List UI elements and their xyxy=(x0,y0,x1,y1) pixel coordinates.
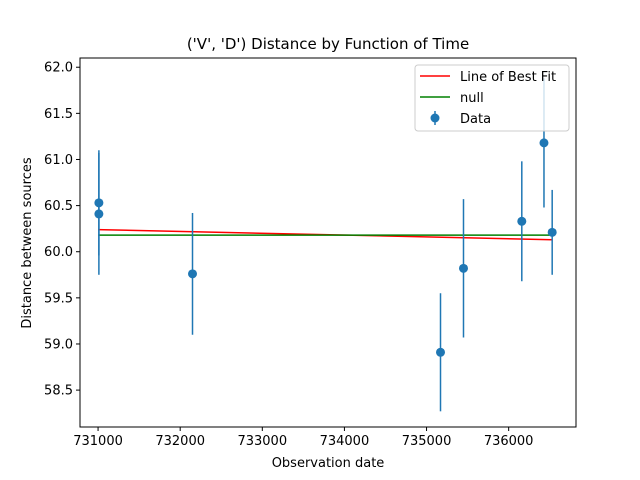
data-point xyxy=(436,347,446,357)
plot-area: 731000 732000 733000 734000 735000 736000 58.5… xyxy=(44,57,577,449)
x-tick-label: 735000 xyxy=(402,434,452,449)
legend-label: null xyxy=(460,91,484,106)
data-point xyxy=(458,263,468,273)
legend-swatch-marker xyxy=(430,113,440,123)
data-point xyxy=(94,209,104,219)
x-tick-label: 733000 xyxy=(237,434,287,449)
y-tick-label: 58.5 xyxy=(44,384,73,399)
y-tick-label: 60.0 xyxy=(44,245,73,260)
data-point xyxy=(517,216,527,226)
x-tick-label: 736000 xyxy=(484,434,534,449)
y-tick-label: 61.0 xyxy=(44,153,73,168)
legend: Line of Best Fit null Data xyxy=(414,64,570,132)
y-axis-label: Distance between sources xyxy=(20,157,35,328)
y-tick-label: 62.0 xyxy=(44,61,73,76)
x-tick-label: 732000 xyxy=(155,434,205,449)
legend-label: Line of Best Fit xyxy=(460,70,556,85)
x-tick-label: 731000 xyxy=(73,434,123,449)
y-tick-label: 60.5 xyxy=(44,199,73,214)
chart-title: ('V', 'D') Distance by Function of Time xyxy=(187,35,469,53)
y-tick-label: 61.5 xyxy=(44,107,73,122)
data-point xyxy=(539,138,549,148)
plot-frame xyxy=(79,57,577,428)
y-tick-label: 59.0 xyxy=(44,337,73,352)
legend-box xyxy=(414,64,570,132)
x-tick-label: 734000 xyxy=(320,434,370,449)
y-tick-label: 59.5 xyxy=(44,291,73,306)
x-axis-label: Observation date xyxy=(272,456,385,471)
data-point xyxy=(188,269,198,279)
legend-label: Data xyxy=(460,112,491,127)
data-point xyxy=(547,227,557,237)
data-point xyxy=(94,198,104,208)
